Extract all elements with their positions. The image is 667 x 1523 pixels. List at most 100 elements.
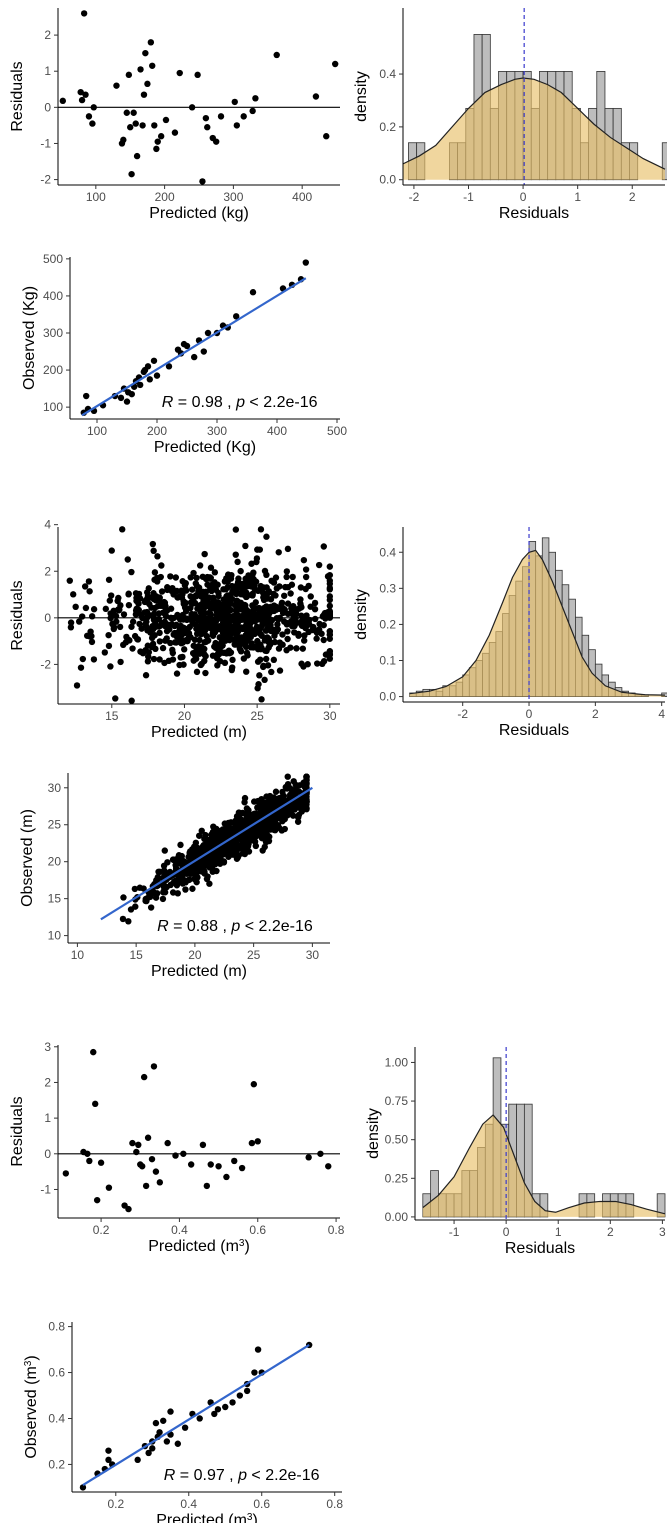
data-point bbox=[193, 668, 201, 676]
y-tick-label: 0.50 bbox=[385, 1133, 409, 1147]
data-point bbox=[193, 630, 201, 638]
data-point bbox=[85, 113, 93, 120]
data-point bbox=[147, 904, 155, 911]
x-tick-label: 0 bbox=[526, 707, 533, 721]
data-point bbox=[258, 623, 265, 631]
data-point bbox=[101, 649, 109, 656]
x-tick-label: 200 bbox=[147, 424, 167, 438]
data-point bbox=[271, 626, 278, 634]
y-tick-label: -2 bbox=[40, 173, 51, 187]
data-point bbox=[279, 609, 287, 617]
data-point bbox=[256, 672, 263, 679]
data-point bbox=[216, 634, 223, 641]
data-point bbox=[224, 606, 232, 613]
x-tick-label: 1 bbox=[555, 1225, 562, 1239]
data-point bbox=[302, 573, 310, 581]
x-tick-label: 25 bbox=[250, 709, 264, 723]
data-point bbox=[192, 580, 200, 587]
data-point bbox=[314, 660, 321, 667]
data-point bbox=[295, 811, 303, 819]
data-point bbox=[166, 868, 174, 876]
data-point bbox=[305, 1154, 312, 1161]
data-point bbox=[259, 847, 266, 854]
x-tick-label: 400 bbox=[267, 424, 287, 438]
data-point bbox=[112, 695, 119, 702]
data-point bbox=[270, 579, 278, 586]
data-point bbox=[191, 611, 198, 618]
data-point bbox=[139, 1163, 146, 1170]
x-tick-label: 0.6 bbox=[253, 1497, 270, 1511]
data-point bbox=[254, 1138, 261, 1145]
data-point bbox=[127, 906, 135, 913]
data-point bbox=[165, 657, 173, 665]
data-point bbox=[156, 594, 163, 601]
data-point bbox=[82, 91, 89, 98]
y-tick-label: 0.75 bbox=[385, 1094, 409, 1108]
data-point bbox=[303, 797, 310, 804]
data-point bbox=[261, 676, 268, 684]
x-tick-label: 300 bbox=[223, 190, 243, 204]
data-point bbox=[227, 819, 235, 826]
panel-m3_fit: R = 0.97 , p < 2.2e-16 0.2 0.4 0.6 0.8 0.2 0.4… bbox=[23, 1320, 344, 1523]
data-point bbox=[223, 1173, 230, 1181]
data-point bbox=[260, 662, 267, 670]
data-point bbox=[156, 638, 164, 645]
data-point bbox=[264, 805, 271, 812]
data-point bbox=[213, 856, 221, 863]
data-point bbox=[258, 696, 265, 703]
data-point bbox=[174, 1440, 182, 1447]
data-point bbox=[183, 342, 191, 350]
data-point bbox=[265, 639, 273, 646]
data-point bbox=[284, 780, 292, 788]
data-point bbox=[199, 573, 206, 580]
data-point bbox=[274, 621, 281, 628]
data-point bbox=[93, 1196, 101, 1204]
panel-m_fit: R = 0.88 , p < 2.2e-16 10 15 20 25 30 10 15 20 25… bbox=[19, 773, 330, 980]
data-point bbox=[275, 616, 282, 623]
data-point bbox=[240, 113, 247, 120]
data-point bbox=[192, 592, 200, 599]
data-point bbox=[127, 124, 134, 131]
y-tick-label: 0.2 bbox=[379, 120, 396, 134]
data-point bbox=[250, 644, 257, 651]
data-point bbox=[144, 613, 151, 621]
data-point bbox=[320, 636, 327, 644]
y-tick-label: 3 bbox=[44, 1040, 51, 1054]
data-point bbox=[217, 643, 225, 651]
data-point bbox=[244, 652, 251, 659]
data-point bbox=[214, 652, 221, 659]
data-point bbox=[66, 577, 73, 584]
data-point bbox=[230, 826, 238, 833]
data-point bbox=[290, 790, 297, 798]
data-point bbox=[142, 1182, 150, 1190]
data-point bbox=[248, 591, 255, 599]
density-area bbox=[422, 1114, 665, 1217]
data-point bbox=[307, 593, 314, 600]
y-axis-label: Residuals bbox=[9, 580, 26, 650]
data-point bbox=[181, 1424, 189, 1431]
data-point bbox=[169, 584, 176, 592]
data-point bbox=[128, 568, 135, 576]
data-point bbox=[200, 348, 207, 355]
data-point bbox=[258, 834, 266, 842]
data-point bbox=[128, 697, 135, 704]
data-point bbox=[251, 1369, 258, 1376]
data-point bbox=[160, 862, 168, 870]
data-point bbox=[187, 1161, 195, 1168]
data-point bbox=[122, 639, 130, 646]
data-point bbox=[144, 589, 151, 596]
data-point bbox=[156, 1179, 164, 1186]
data-point bbox=[107, 663, 114, 670]
data-point bbox=[319, 660, 326, 668]
data-point bbox=[119, 526, 126, 533]
y-tick-label: 0.00 bbox=[385, 1210, 409, 1224]
data-point bbox=[196, 1415, 203, 1422]
data-point bbox=[252, 95, 259, 102]
x-tick-label: 0.4 bbox=[171, 1223, 188, 1237]
data-point bbox=[172, 1152, 179, 1159]
x-tick-label: 0 bbox=[520, 190, 527, 204]
data-point bbox=[191, 651, 199, 659]
y-axis-label: Residuals bbox=[9, 61, 26, 131]
data-point bbox=[290, 622, 298, 629]
data-point bbox=[155, 610, 163, 617]
